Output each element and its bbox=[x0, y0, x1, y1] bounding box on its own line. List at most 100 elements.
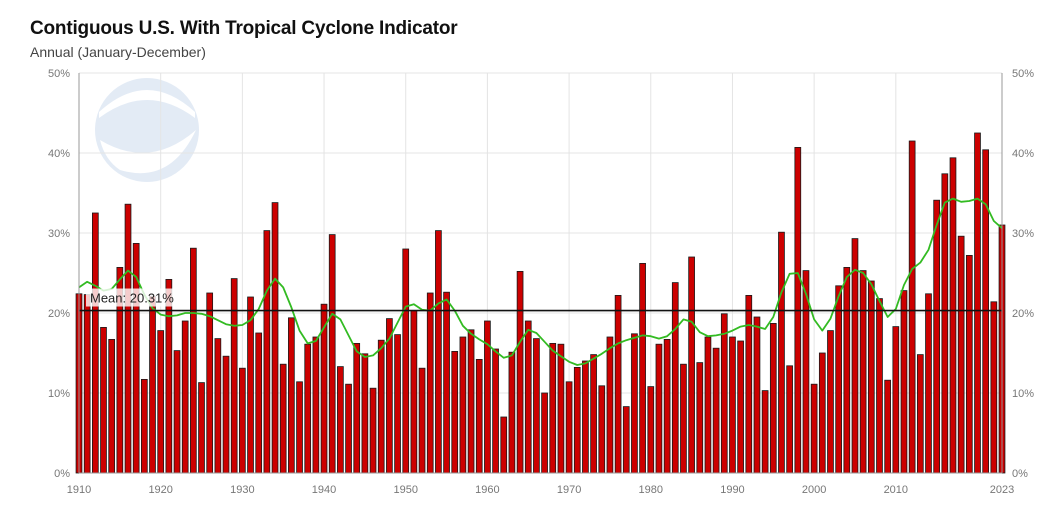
bar-2003 bbox=[835, 285, 842, 474]
bar-1926 bbox=[206, 292, 214, 474]
bar-2006 bbox=[859, 270, 867, 474]
bar-1974 bbox=[598, 385, 606, 474]
bar-1923 bbox=[181, 320, 189, 474]
bar-1967 bbox=[541, 392, 548, 474]
bar-1959 bbox=[475, 358, 483, 474]
y-tick-label-right: 30% bbox=[1012, 228, 1034, 240]
bar-1991 bbox=[737, 340, 744, 474]
bar-1981 bbox=[655, 343, 663, 474]
x-tick-label: 1960 bbox=[475, 484, 499, 496]
bar-1986 bbox=[696, 362, 704, 474]
bar-1950 bbox=[402, 248, 410, 474]
y-tick-label-left: 20% bbox=[48, 308, 70, 320]
y-tick-label-left: 40% bbox=[48, 148, 70, 160]
y-tick-label-left: 50% bbox=[48, 68, 70, 80]
bar-1929 bbox=[230, 278, 238, 474]
bar-1914 bbox=[108, 338, 116, 474]
x-tick-label: 1930 bbox=[230, 484, 254, 496]
bar-1928 bbox=[222, 355, 230, 474]
bar-1988 bbox=[712, 347, 720, 474]
x-tick-label: 1910 bbox=[67, 484, 91, 496]
bar-1980 bbox=[647, 386, 655, 474]
x-tick-label: 1950 bbox=[393, 484, 417, 496]
bar-1990 bbox=[729, 336, 736, 474]
bar-1934 bbox=[271, 202, 279, 474]
bar-2009 bbox=[884, 379, 891, 474]
bar-2017 bbox=[949, 157, 957, 474]
bar-1922 bbox=[173, 350, 181, 474]
bar-1935 bbox=[279, 363, 287, 474]
bar-1919 bbox=[149, 295, 156, 474]
bar-1973 bbox=[590, 354, 597, 474]
y-tick-label-right: 10% bbox=[1012, 388, 1034, 400]
bar-1944 bbox=[353, 342, 361, 474]
mean-label-bg bbox=[86, 288, 190, 307]
bar-1956 bbox=[451, 350, 459, 474]
bar-1916 bbox=[124, 203, 132, 474]
chart-title: Contiguous U.S. With Tropical Cyclone In… bbox=[30, 18, 458, 39]
bar-1987 bbox=[704, 336, 712, 474]
bar-1933 bbox=[263, 230, 271, 474]
bar-1947 bbox=[377, 339, 385, 474]
bar-1937 bbox=[296, 381, 303, 474]
bar-2012 bbox=[908, 140, 916, 474]
y-tick-label-left: 10% bbox=[48, 388, 70, 400]
bar-1941 bbox=[328, 234, 336, 474]
bar-1996 bbox=[778, 231, 785, 474]
bar-2005 bbox=[851, 238, 859, 474]
bar-2014 bbox=[925, 293, 932, 474]
bar-1949 bbox=[394, 334, 401, 474]
x-tick-label: 2010 bbox=[884, 484, 908, 496]
bar-1911 bbox=[83, 294, 91, 474]
x-tick-label: 1970 bbox=[557, 484, 581, 496]
bar-1952 bbox=[418, 367, 426, 474]
bar-2000 bbox=[810, 383, 818, 474]
bar-1963 bbox=[508, 351, 516, 474]
bar-1989 bbox=[720, 313, 728, 474]
bar-2015 bbox=[933, 199, 940, 474]
bar-1984 bbox=[680, 363, 687, 474]
chart-subtitle: Annual (January-December) bbox=[30, 44, 206, 60]
x-tick-label: 2023 bbox=[990, 484, 1014, 496]
bar-1951 bbox=[410, 310, 418, 474]
bar-2011 bbox=[900, 290, 908, 474]
bar-1982 bbox=[663, 338, 671, 474]
bar-1942 bbox=[337, 366, 344, 474]
bar-1965 bbox=[524, 320, 532, 474]
bar-1972 bbox=[582, 360, 589, 474]
bar-1925 bbox=[198, 382, 205, 474]
bar-1977 bbox=[622, 406, 630, 474]
noaa-logo bbox=[95, 78, 199, 182]
bar-1912 bbox=[92, 212, 99, 474]
bar-1945 bbox=[361, 353, 369, 474]
x-tick-label: 1990 bbox=[720, 484, 744, 496]
x-tick-label: 1920 bbox=[148, 484, 172, 496]
bar-1958 bbox=[467, 329, 475, 474]
bar-1964 bbox=[516, 270, 524, 474]
bar-2020 bbox=[974, 132, 981, 474]
bar-1921 bbox=[165, 278, 173, 474]
bar-1924 bbox=[190, 247, 197, 474]
bar-1968 bbox=[549, 342, 557, 474]
bar-2002 bbox=[827, 330, 834, 474]
bar-1953 bbox=[426, 292, 434, 474]
bar-1970 bbox=[565, 381, 573, 474]
y-tick-label-right: 40% bbox=[1012, 148, 1034, 160]
bar-1997 bbox=[786, 365, 793, 474]
bar-1985 bbox=[688, 256, 695, 474]
bar-1918 bbox=[140, 378, 148, 474]
bar-1943 bbox=[345, 383, 352, 474]
bar-1930 bbox=[239, 367, 246, 474]
x-tick-label: 2000 bbox=[802, 484, 826, 496]
bar-2016 bbox=[941, 173, 949, 474]
bar-1932 bbox=[255, 332, 263, 474]
bar-2010 bbox=[892, 326, 900, 474]
bar-1920 bbox=[157, 330, 165, 474]
bar-1936 bbox=[288, 317, 295, 474]
bar-1961 bbox=[492, 348, 499, 474]
bar-2001 bbox=[818, 352, 826, 474]
bar-1994 bbox=[761, 390, 769, 474]
y-tick-label-right: 50% bbox=[1012, 68, 1034, 80]
bar-1975 bbox=[606, 336, 614, 474]
